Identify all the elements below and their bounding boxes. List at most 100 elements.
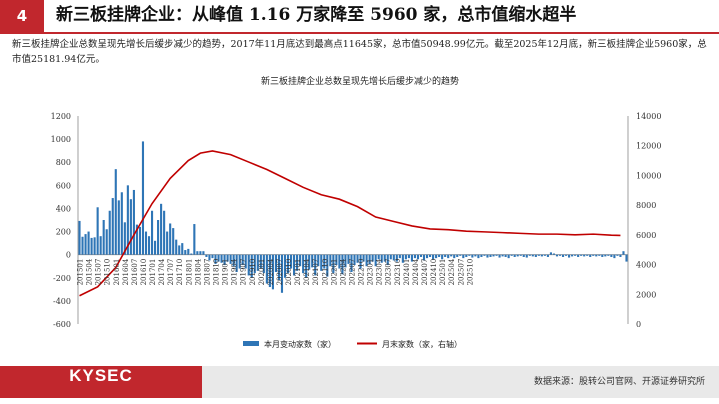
bar [401, 254, 404, 263]
x-tick-label: 201601 [113, 259, 121, 286]
bar [286, 254, 290, 274]
y-left-tick-label: 800 [56, 158, 71, 167]
bar [432, 254, 435, 260]
x-tick-label: 202110 [321, 259, 329, 286]
bar [362, 254, 365, 262]
bar [274, 254, 277, 272]
bar [468, 254, 471, 256]
y-left-tick-label: 600 [56, 181, 71, 190]
bar [99, 236, 102, 255]
bar [368, 254, 371, 264]
bar [172, 228, 175, 255]
bar [380, 254, 383, 263]
bar [259, 254, 262, 269]
x-tick-label: 202004 [267, 258, 275, 285]
bar [241, 254, 244, 266]
x-tick-label: 202407 [421, 259, 429, 286]
footer-brand-band [0, 366, 202, 398]
y-right-tick-label: 2000 [636, 290, 656, 299]
bar [193, 224, 196, 255]
bar [483, 254, 486, 256]
bar [132, 189, 135, 255]
bar [211, 254, 214, 259]
bar [205, 254, 208, 257]
bar [589, 254, 592, 257]
bar [601, 254, 604, 257]
y-right-tick-label: 10000 [636, 171, 661, 180]
bar [507, 254, 510, 259]
bar [268, 254, 271, 288]
bar [265, 254, 268, 284]
bar [607, 254, 610, 256]
x-tick-label: 202001 [258, 259, 266, 286]
bar [383, 254, 386, 262]
bar [498, 254, 501, 258]
x-tick-label: 201810 [213, 259, 221, 286]
bar [262, 254, 265, 274]
bar [84, 234, 87, 255]
bar [232, 254, 235, 267]
bar [537, 254, 540, 256]
bar [81, 236, 84, 255]
header-divider [0, 32, 719, 34]
bar [552, 253, 556, 255]
bar [111, 198, 114, 255]
bar [474, 254, 477, 257]
bar [208, 254, 211, 261]
bar [564, 254, 568, 256]
bar [571, 254, 574, 257]
bar [353, 254, 356, 266]
x-tick-label: 201910 [249, 259, 257, 286]
bar [422, 254, 426, 261]
bar [160, 203, 163, 255]
kysec-logo: KYSEC [69, 366, 133, 385]
bar [513, 254, 516, 257]
bar [129, 199, 132, 255]
bar [619, 254, 622, 257]
bar [625, 254, 628, 262]
bar [217, 254, 220, 262]
bar [561, 254, 565, 257]
bar [244, 254, 247, 269]
bar [271, 254, 274, 290]
x-tick-label: 202104 [303, 258, 311, 285]
x-tick-label: 201801 [185, 259, 193, 286]
bar [302, 254, 305, 274]
bar [90, 237, 93, 255]
bar [359, 254, 362, 269]
x-tick-label: 202204 [339, 258, 347, 285]
bar [546, 254, 549, 257]
bar [371, 254, 374, 262]
bar [335, 254, 338, 266]
bar [214, 254, 217, 264]
bar [187, 248, 190, 255]
bar [522, 254, 525, 257]
data-source: 数据来源：股转公司官网、开源证券研究所 [533, 377, 705, 387]
x-tick-label: 202501 [439, 259, 447, 286]
bar [595, 254, 598, 257]
x-tick-label: 201710 [176, 259, 184, 286]
bar [199, 251, 202, 255]
x-tick-label: 201604 [122, 258, 130, 285]
x-tick-label: 202410 [430, 259, 438, 286]
bar [114, 169, 117, 255]
bar [462, 254, 465, 259]
bar [555, 254, 559, 257]
bar [138, 226, 142, 255]
bar [583, 254, 586, 257]
bar [386, 254, 389, 266]
bar [220, 254, 223, 263]
bar [447, 254, 450, 259]
x-tick-label: 202401 [403, 259, 411, 286]
bar [277, 254, 281, 281]
bar [154, 240, 157, 255]
bar [477, 254, 480, 259]
bar [568, 254, 571, 258]
bar [96, 207, 99, 255]
x-tick-label: 202304 [376, 258, 384, 285]
bar [429, 254, 432, 257]
x-tick-label: 202101 [294, 259, 302, 286]
bar [323, 254, 326, 269]
x-tick-label: 202510 [466, 259, 474, 286]
bar [580, 254, 583, 256]
